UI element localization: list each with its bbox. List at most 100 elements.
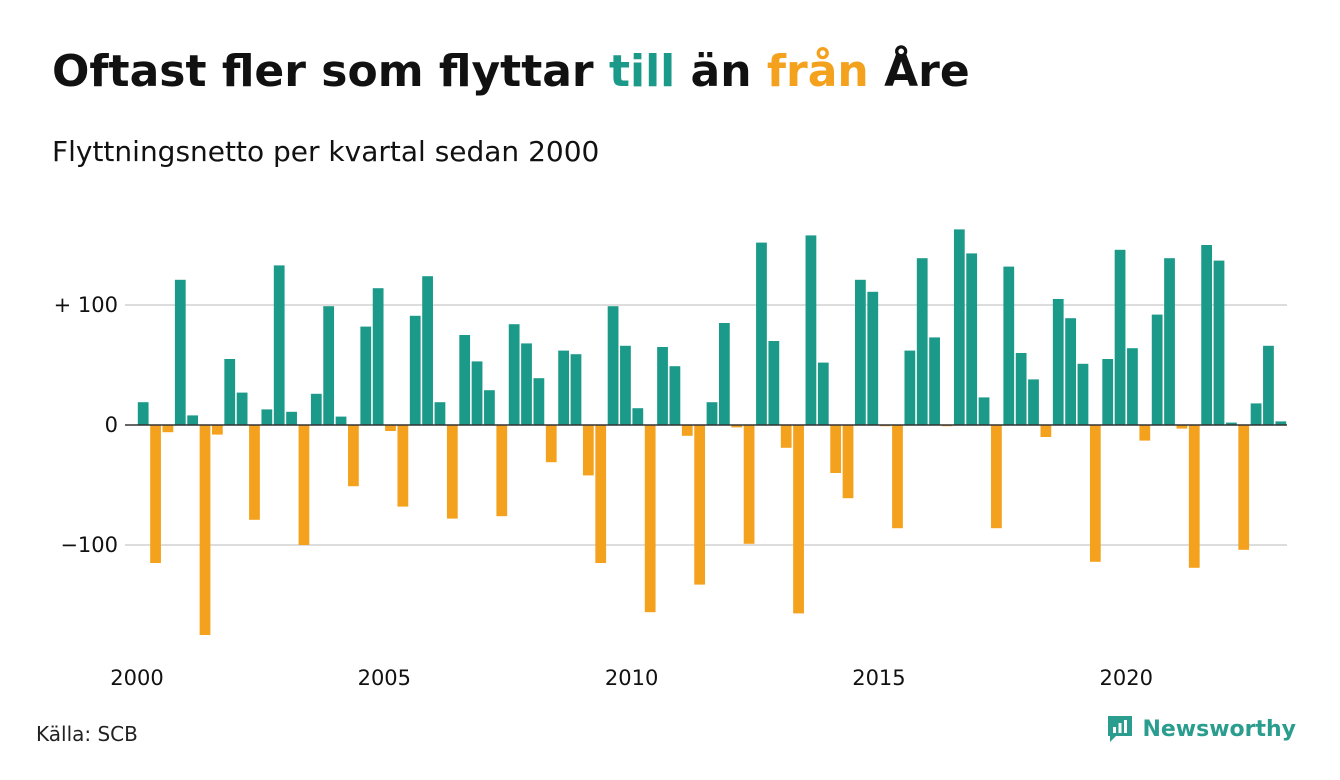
bar [1052,299,1064,425]
bar [1275,421,1287,425]
bar [966,253,978,425]
brand-logo: Newsworthy [1106,714,1296,744]
x-tick-label: 2000 [110,666,163,690]
bar [681,425,693,436]
newsworthy-logo-icon [1108,716,1133,742]
title-word-till: till [608,46,676,97]
bar [1089,425,1101,562]
bar [459,335,471,425]
bar [916,258,928,425]
bar [904,350,916,425]
bar [1114,249,1126,425]
bar [1238,425,1250,550]
y-tick-label: 0 [105,413,118,437]
bar [1188,425,1200,568]
bar [1201,245,1213,425]
bar [211,425,223,435]
bar [855,279,866,425]
chart-subtitle: Flyttningsnetto per kvartal sedan 2000 [52,135,600,168]
bar [991,425,1002,529]
bar [731,425,743,428]
bar [706,402,718,425]
bar [620,345,631,425]
bar [446,425,458,519]
title-part-3: Åre [868,46,970,97]
bar [137,402,149,425]
bar [187,415,199,425]
bar [1213,260,1225,425]
bar [793,425,804,614]
bar [1139,425,1151,441]
bar [867,291,879,425]
x-tick-label: 2005 [358,666,411,690]
bar [409,315,421,425]
bar [1077,363,1089,425]
bar [261,409,273,425]
bar [756,242,767,425]
bar [607,306,619,425]
bar [1225,422,1237,425]
bar [1127,348,1138,425]
bar [199,425,211,635]
bar [521,343,532,425]
bar [1151,314,1163,425]
x-tick-label: 2010 [605,666,658,690]
bar [484,390,495,425]
bar [644,425,656,613]
bar [434,402,446,425]
bar [657,347,668,425]
bar [805,235,817,425]
bar [348,425,359,487]
bar [718,323,730,425]
bar [150,425,161,563]
bar [545,425,557,463]
bar [1015,353,1027,425]
bar-chart: + 100 0 −100 2000 2005 2010 2015 2020 [54,229,1287,690]
bar [1003,266,1015,425]
bar [360,326,372,425]
bar [224,359,236,425]
title-part-2: än [675,46,767,97]
bar [780,425,792,448]
y-tick-label: + 100 [54,293,118,317]
title-part-1: Oftast fler som flyttar [52,46,609,97]
bar [422,276,433,425]
bar [162,425,174,433]
bar [1176,425,1188,429]
bar [842,425,854,499]
bar [385,425,396,431]
x-tick-label: 2015 [852,666,905,690]
bar [372,288,384,425]
bar [1040,425,1052,437]
bar [817,362,829,425]
title-word-fran: från [766,46,869,97]
brand-name: Newsworthy [1142,716,1296,742]
bar [1250,403,1262,425]
source-note: Källa: SCB [36,722,138,746]
bar [892,425,903,529]
bar [508,324,520,425]
bar [953,229,965,425]
bar [286,411,297,425]
bar [236,392,248,425]
bar [249,425,260,520]
bar [533,378,545,425]
bar [397,425,409,507]
bar [310,393,322,425]
bar [323,306,335,425]
bar [929,337,940,425]
bar [570,354,582,425]
bar [582,425,594,476]
bar [830,425,842,473]
bar [632,408,644,425]
bar [496,425,508,517]
bar [298,425,310,545]
bar [669,366,681,425]
bar [335,416,347,425]
bar [1263,345,1274,425]
x-tick-label: 2020 [1100,666,1153,690]
bar [978,397,990,425]
chart-title: Oftast fler som flyttar till än från Åre [52,42,970,102]
bar [694,425,706,585]
bar [174,279,186,425]
